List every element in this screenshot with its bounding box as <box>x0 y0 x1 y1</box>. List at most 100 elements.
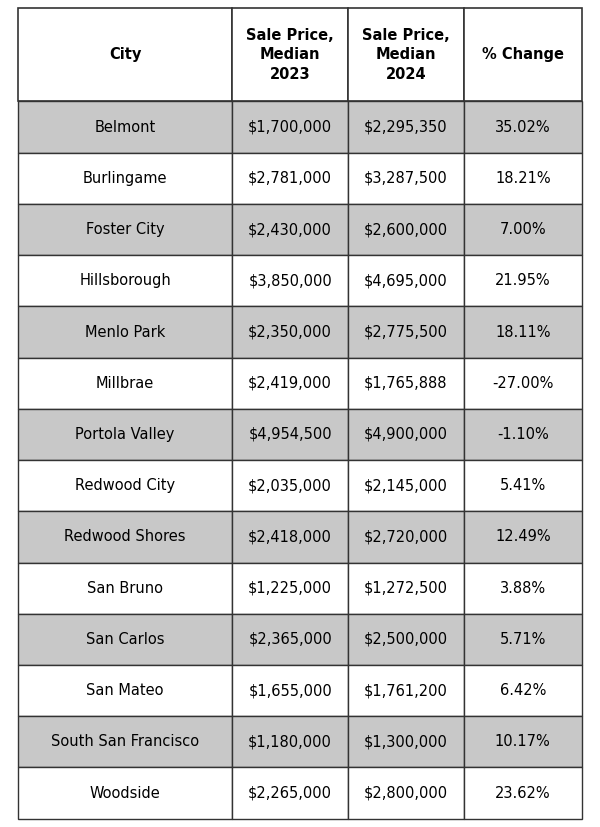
Bar <box>348 307 464 357</box>
Bar <box>348 767 464 819</box>
Bar <box>232 8 348 102</box>
Text: % Change: % Change <box>482 47 564 62</box>
Bar <box>232 153 348 204</box>
Bar <box>464 102 582 153</box>
Bar <box>18 409 232 460</box>
Text: $1,272,500: $1,272,500 <box>364 581 448 595</box>
Text: $2,350,000: $2,350,000 <box>248 324 332 340</box>
Bar <box>348 614 464 665</box>
Text: $2,419,000: $2,419,000 <box>248 375 332 390</box>
Bar <box>232 409 348 460</box>
Text: $2,720,000: $2,720,000 <box>364 529 448 544</box>
Bar <box>232 307 348 357</box>
Bar <box>464 153 582 204</box>
Bar <box>464 460 582 511</box>
Bar <box>18 614 232 665</box>
Text: $2,265,000: $2,265,000 <box>248 786 332 801</box>
Bar <box>348 665 464 716</box>
Text: $1,655,000: $1,655,000 <box>248 683 332 698</box>
Text: 35.02%: 35.02% <box>495 120 551 135</box>
Text: Redwood City: Redwood City <box>75 478 175 493</box>
Text: 18.21%: 18.21% <box>495 171 551 186</box>
Bar <box>232 614 348 665</box>
Text: 7.00%: 7.00% <box>499 222 546 237</box>
Bar <box>464 307 582 357</box>
Bar <box>348 102 464 153</box>
Bar <box>232 716 348 767</box>
Text: Sale Price,
Median
2024: Sale Price, Median 2024 <box>362 27 449 82</box>
Bar <box>232 767 348 819</box>
Text: $2,035,000: $2,035,000 <box>248 478 332 493</box>
Text: $1,761,200: $1,761,200 <box>364 683 448 698</box>
Bar <box>18 767 232 819</box>
Text: 5.71%: 5.71% <box>500 632 546 647</box>
Bar <box>18 511 232 562</box>
Text: Belmont: Belmont <box>95 120 156 135</box>
Text: $2,295,350: $2,295,350 <box>364 120 448 135</box>
Bar <box>348 153 464 204</box>
Text: $3,287,500: $3,287,500 <box>364 171 448 186</box>
Bar <box>348 204 464 256</box>
Text: Woodside: Woodside <box>90 786 161 801</box>
Bar <box>348 460 464 511</box>
Bar <box>232 102 348 153</box>
Text: $1,225,000: $1,225,000 <box>248 581 332 595</box>
Text: San Carlos: San Carlos <box>86 632 164 647</box>
Text: $2,145,000: $2,145,000 <box>364 478 448 493</box>
Bar <box>18 102 232 153</box>
Text: $2,800,000: $2,800,000 <box>364 786 448 801</box>
Text: $2,365,000: $2,365,000 <box>248 632 332 647</box>
Bar <box>348 8 464 102</box>
Bar <box>18 716 232 767</box>
Text: 5.41%: 5.41% <box>500 478 546 493</box>
Bar <box>18 665 232 716</box>
Bar <box>232 511 348 562</box>
Text: Menlo Park: Menlo Park <box>85 324 166 340</box>
Text: City: City <box>109 47 142 62</box>
Text: Foster City: Foster City <box>86 222 164 237</box>
Text: $4,695,000: $4,695,000 <box>364 273 448 289</box>
Bar <box>18 357 232 409</box>
Bar <box>464 204 582 256</box>
Bar <box>18 204 232 256</box>
Text: Redwood Shores: Redwood Shores <box>64 529 186 544</box>
Text: Portola Valley: Portola Valley <box>76 427 175 442</box>
Text: $1,765,888: $1,765,888 <box>364 375 448 390</box>
Text: Sale Price,
Median
2023: Sale Price, Median 2023 <box>246 27 334 82</box>
Bar <box>464 767 582 819</box>
Bar <box>464 409 582 460</box>
Text: $1,700,000: $1,700,000 <box>248 120 332 135</box>
Bar <box>232 204 348 256</box>
Text: $2,418,000: $2,418,000 <box>248 529 332 544</box>
Text: -1.10%: -1.10% <box>497 427 548 442</box>
Text: Millbrae: Millbrae <box>96 375 154 390</box>
Bar <box>348 511 464 562</box>
Text: $2,430,000: $2,430,000 <box>248 222 332 237</box>
Bar <box>348 256 464 307</box>
Bar <box>18 256 232 307</box>
Bar <box>464 511 582 562</box>
Text: $3,850,000: $3,850,000 <box>248 273 332 289</box>
Bar <box>232 357 348 409</box>
Bar <box>348 409 464 460</box>
Text: 6.42%: 6.42% <box>500 683 546 698</box>
Bar <box>18 8 232 102</box>
Text: -27.00%: -27.00% <box>492 375 553 390</box>
Text: $2,500,000: $2,500,000 <box>364 632 448 647</box>
Text: $2,775,500: $2,775,500 <box>364 324 448 340</box>
Bar <box>464 716 582 767</box>
Bar <box>232 562 348 614</box>
Text: $4,900,000: $4,900,000 <box>364 427 448 442</box>
Bar <box>348 562 464 614</box>
Text: Burlingame: Burlingame <box>83 171 167 186</box>
Text: San Bruno: San Bruno <box>87 581 163 595</box>
Bar <box>232 460 348 511</box>
Text: $1,300,000: $1,300,000 <box>364 734 448 749</box>
Bar <box>18 307 232 357</box>
Text: Hillsborough: Hillsborough <box>79 273 171 289</box>
Bar <box>18 460 232 511</box>
Text: 12.49%: 12.49% <box>495 529 551 544</box>
Text: $1,180,000: $1,180,000 <box>248 734 332 749</box>
Bar <box>232 256 348 307</box>
Bar <box>464 357 582 409</box>
